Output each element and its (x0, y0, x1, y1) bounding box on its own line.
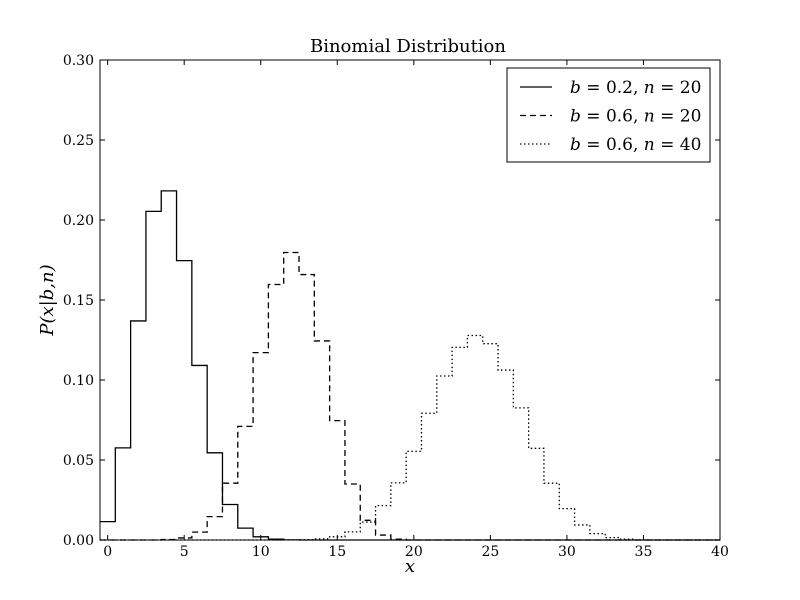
ticks-layer: 0 5 10 15 20 25 30 35 40 0.00 0.05 0.10 0.15 0.20 0.25… (63, 53, 729, 560)
y-tick-label: 0.00 (63, 533, 94, 549)
y-tick-label: 0.10 (63, 373, 94, 389)
x-tick-label: 25 (481, 544, 499, 560)
legend-label-3: b = 0.6, n = 40 (570, 135, 701, 155)
y-tick-label: 0.15 (63, 293, 94, 309)
x-tick-label: 35 (635, 544, 653, 560)
chart-title: Binomial Distribution (310, 36, 506, 57)
legend: b = 0.2, n = 20 b = 0.6, n = 20 b = 0.6, n… (506, 67, 711, 163)
legend-label-1: b = 0.2, n = 20 (570, 78, 701, 98)
series-line-3 (100, 334, 720, 541)
x-tick-label: 0 (103, 544, 112, 560)
x-tick-label: 30 (558, 544, 576, 560)
x-axis-label: x (405, 556, 415, 577)
x-tick-label: 10 (252, 544, 270, 560)
series-layer (100, 190, 720, 541)
series-line-2 (100, 251, 720, 541)
x-tick-label: 5 (180, 544, 189, 560)
y-tick-label: 0.25 (63, 133, 94, 149)
series-line-1 (100, 190, 720, 541)
y-tick-label: 0.20 (63, 213, 94, 229)
x-tick-label: 40 (711, 544, 729, 560)
y-axis-label: P(x|b,n) (37, 264, 58, 336)
y-tick-label: 0.05 (63, 453, 94, 469)
x-tick-label: 20 (405, 544, 423, 560)
y-tick-label: 0.30 (63, 53, 94, 69)
legend-label-2: b = 0.6, n = 20 (570, 107, 701, 127)
x-tick-label: 15 (328, 544, 346, 560)
